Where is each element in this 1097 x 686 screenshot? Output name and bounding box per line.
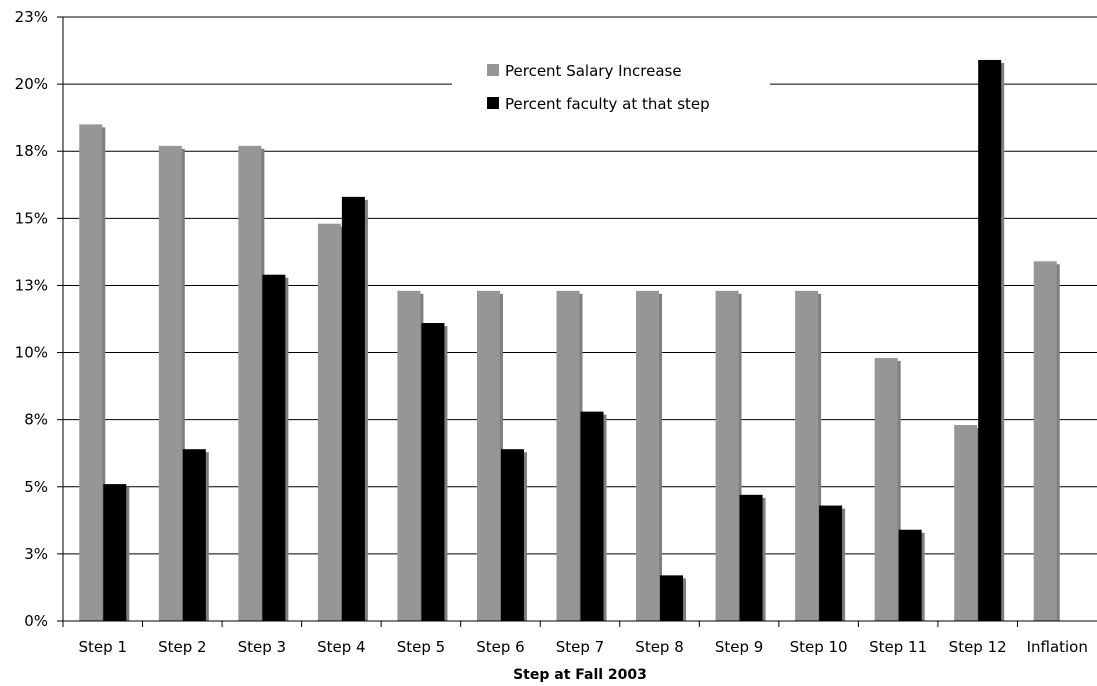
y-tick-label: 15% (15, 209, 48, 227)
bar-salary-increase (79, 124, 103, 621)
bar-salary-increase (954, 425, 978, 621)
bar-faculty-percent (341, 196, 365, 621)
bar-salary-increase (874, 357, 898, 621)
bar-faculty-percent (978, 59, 1002, 621)
x-tick-labels: Step 1 Step 2 Step 3 Step 4 Step 5 Step 6 Step… (79, 638, 1088, 656)
bars (79, 59, 1060, 622)
bar-faculty-percent (421, 323, 445, 621)
x-tick-label: Step 7 (556, 638, 604, 656)
legend-swatch-salary-increase (487, 64, 499, 76)
x-tick-label: Step 11 (869, 638, 927, 656)
bar-faculty-percent (660, 575, 684, 621)
y-tick-label: 10% (15, 344, 48, 362)
axes (57, 16, 1097, 627)
y-tick-labels: 0% 3% 5% 8% 10% 13% 15% 18% 20% 23% (15, 8, 48, 630)
bar-salary-increase (1033, 261, 1057, 621)
x-tick-label: Step 2 (158, 638, 206, 656)
bar-salary-increase (317, 223, 341, 622)
legend-label-faculty-percent: Percent faculty at that step (505, 95, 710, 113)
x-tick-label: Step 6 (476, 638, 524, 656)
bar-faculty-percent (182, 449, 206, 621)
y-tick-label: 23% (15, 8, 48, 26)
bar-faculty-percent (103, 484, 127, 621)
bar-salary-increase (715, 290, 739, 621)
bar-salary-increase (158, 145, 182, 621)
bar-salary-increase (238, 145, 262, 621)
bar-salary-increase (556, 290, 580, 621)
legend-background (452, 52, 770, 132)
bar-faculty-percent (819, 505, 843, 621)
bar-salary-increase (397, 290, 421, 621)
y-tick-label: 0% (24, 612, 48, 630)
x-tick-label: Step 12 (949, 638, 1007, 656)
bar-salary-increase (636, 290, 660, 621)
y-tick-label: 18% (15, 142, 48, 160)
x-tick-label: Step 3 (238, 638, 286, 656)
x-tick-label: Inflation (1027, 638, 1088, 656)
legend-label-salary-increase: Percent Salary Increase (505, 62, 682, 80)
legend: Percent Salary Increase Percent faculty … (452, 52, 770, 132)
bar-salary-increase (476, 290, 500, 621)
x-tick-label: Step 10 (790, 638, 848, 656)
legend-swatch-faculty-percent (487, 97, 499, 109)
bar-faculty-percent (500, 449, 524, 621)
y-tick-label: 3% (24, 545, 48, 563)
x-tick-label: Step 8 (635, 638, 683, 656)
y-tick-label: 5% (24, 478, 48, 496)
y-tick-label: 20% (15, 75, 48, 93)
bar-faculty-percent (739, 494, 763, 621)
gridlines (63, 16, 1097, 555)
x-tick-label: Step 1 (79, 638, 127, 656)
y-tick-label: 8% (24, 411, 48, 429)
x-tick-label: Step 5 (397, 638, 445, 656)
y-tick-label: 13% (15, 276, 48, 294)
bar-salary-increase (795, 290, 819, 621)
bar-faculty-percent (262, 274, 286, 621)
x-axis-title: Step at Fall 2003 (513, 667, 647, 683)
bar-faculty-percent (580, 411, 604, 621)
bar-faculty-percent (898, 529, 922, 621)
x-tick-label: Step 4 (317, 638, 365, 656)
x-tick-label: Step 9 (715, 638, 763, 656)
